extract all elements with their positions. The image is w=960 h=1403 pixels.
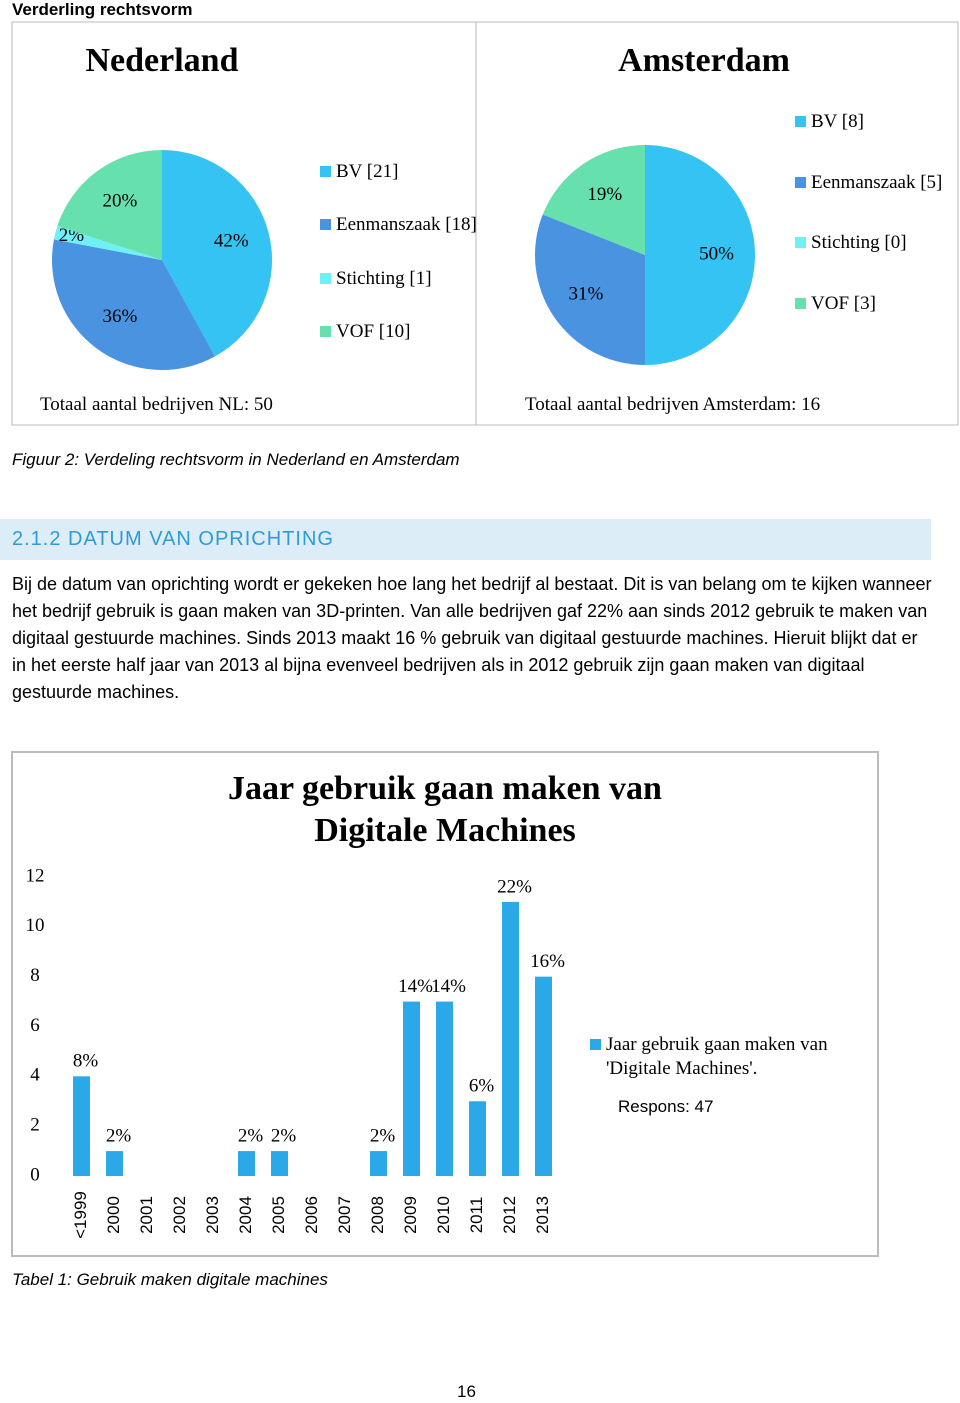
legend-item: Eenmanszaak [5] bbox=[795, 171, 960, 195]
chart-title: Amsterdam bbox=[618, 42, 790, 79]
legend-swatch bbox=[795, 237, 806, 248]
legend-label: Stichting [1] bbox=[336, 268, 432, 289]
legend-label: VOF [10] bbox=[336, 321, 411, 342]
legend-label: VOF [3] bbox=[811, 293, 876, 314]
legend-swatch bbox=[795, 116, 806, 127]
legend-item: VOF [10] bbox=[320, 320, 486, 344]
data-label: 31% bbox=[568, 284, 603, 305]
data-label: 14% bbox=[398, 976, 433, 997]
x-tick-label: 2006 bbox=[302, 1196, 321, 1234]
x-tick-label: 2012 bbox=[500, 1196, 519, 1234]
y-tick-label: 10 bbox=[26, 915, 45, 936]
data-label: 8% bbox=[73, 1051, 99, 1072]
legend-swatch bbox=[320, 219, 331, 230]
chart-frame bbox=[475, 21, 959, 426]
data-label: 6% bbox=[469, 1076, 495, 1097]
pie-slice bbox=[57, 150, 162, 260]
data-label: 36% bbox=[103, 306, 138, 327]
data-label: 14% bbox=[431, 976, 466, 997]
pie-slice bbox=[53, 226, 162, 260]
y-tick-label: 0 bbox=[30, 1164, 40, 1185]
legend-label: BV [21] bbox=[336, 161, 399, 182]
x-tick-label: 2004 bbox=[236, 1196, 255, 1234]
legend-label: Eenmanszaak [5] bbox=[811, 172, 943, 193]
bar bbox=[469, 1101, 486, 1176]
x-tick-label: 2003 bbox=[203, 1196, 222, 1234]
y-tick-label: 8 bbox=[30, 965, 40, 986]
legend-label: Eenmanszaak [18] bbox=[336, 214, 477, 235]
x-tick-label: <1999 bbox=[71, 1191, 90, 1239]
x-tick-label: 2007 bbox=[335, 1196, 354, 1234]
pie-slice bbox=[542, 145, 645, 255]
x-tick-label: 2001 bbox=[137, 1196, 156, 1234]
legend-item: Stichting [1] bbox=[320, 267, 486, 291]
section-heading: 2.1.2 DATUM VAN OPRICHTING bbox=[12, 528, 334, 550]
page-heading: Verderling rechtsvorm bbox=[12, 0, 193, 19]
data-label: 16% bbox=[530, 951, 565, 972]
legend-item: Eenmanszaak [18] bbox=[320, 213, 486, 237]
x-tick-label: 2010 bbox=[434, 1196, 453, 1234]
legend-item: Jaar gebruik gaan maken van 'Digitale Ma… bbox=[590, 1033, 876, 1081]
data-label: 50% bbox=[699, 243, 734, 264]
legend-swatch bbox=[590, 1039, 601, 1050]
bar bbox=[436, 1001, 453, 1176]
legend-item: VOF [3] bbox=[795, 292, 960, 316]
data-label: 2% bbox=[370, 1125, 396, 1146]
annotation: Respons: 47 bbox=[618, 1097, 714, 1116]
data-label: 19% bbox=[587, 184, 622, 205]
data-label: 22% bbox=[497, 876, 532, 897]
y-tick-label: 6 bbox=[30, 1015, 40, 1036]
legend-item: Stichting [0] bbox=[795, 231, 960, 255]
legend-swatch bbox=[320, 273, 331, 284]
x-tick-label: 2008 bbox=[368, 1196, 387, 1234]
chart-frame bbox=[11, 751, 879, 1257]
y-tick-label: 4 bbox=[30, 1065, 40, 1086]
figure-caption: Figuur 2: Verdeling rechtsvorm in Nederl… bbox=[12, 450, 460, 469]
data-label: 2% bbox=[271, 1125, 297, 1146]
pie-slice bbox=[162, 150, 272, 357]
x-tick-label: 2013 bbox=[533, 1196, 552, 1234]
bar bbox=[502, 901, 519, 1176]
x-tick-label: 2002 bbox=[170, 1196, 189, 1234]
bar bbox=[535, 976, 552, 1176]
chart-note: Totaal aantal bedrijven NL: 50 bbox=[40, 394, 273, 415]
x-tick-label: 2005 bbox=[269, 1196, 288, 1234]
paragraph: Bij de datum van oprichting wordt er gek… bbox=[12, 574, 932, 702]
y-tick-label: 12 bbox=[26, 865, 45, 886]
table-caption: Tabel 1: Gebruik maken digitale machines bbox=[12, 1270, 328, 1289]
legend-item: BV [8] bbox=[795, 110, 960, 134]
legend-label: Jaar gebruik gaan maken van 'Digitale Ma… bbox=[606, 1034, 828, 1079]
pie-slice bbox=[645, 145, 755, 365]
y-tick-label: 2 bbox=[30, 1115, 40, 1136]
legend-item: BV [21] bbox=[320, 160, 486, 184]
legend-swatch bbox=[795, 177, 806, 188]
legend-label: Stichting [0] bbox=[811, 232, 907, 253]
data-label: 20% bbox=[103, 191, 138, 212]
chart-title: Nederland bbox=[85, 42, 239, 79]
bar bbox=[403, 1001, 420, 1176]
chart-note: Totaal aantal bedrijven Amsterdam: 16 bbox=[525, 394, 821, 415]
x-tick-label: 2000 bbox=[104, 1196, 123, 1234]
heading-band bbox=[0, 519, 931, 560]
data-label: 2% bbox=[106, 1125, 132, 1146]
legend-swatch bbox=[320, 326, 331, 337]
legend-label: BV [8] bbox=[811, 111, 864, 132]
legend-swatch bbox=[795, 298, 806, 309]
bar bbox=[370, 1151, 387, 1176]
x-tick-label: 2011 bbox=[467, 1197, 486, 1234]
bar bbox=[73, 1076, 90, 1176]
data-label: 2% bbox=[238, 1125, 264, 1146]
pie-slice bbox=[52, 239, 215, 370]
pie-slice bbox=[535, 214, 645, 365]
legend-swatch bbox=[320, 166, 331, 177]
data-label: 42% bbox=[214, 231, 249, 252]
bar bbox=[271, 1151, 288, 1176]
bar bbox=[106, 1151, 123, 1176]
bar bbox=[238, 1151, 255, 1176]
x-tick-label: 2009 bbox=[401, 1196, 420, 1234]
page-number: 16 bbox=[457, 1382, 476, 1401]
chart-title: Jaar gebruik gaan maken van Digitale Mac… bbox=[228, 770, 662, 849]
